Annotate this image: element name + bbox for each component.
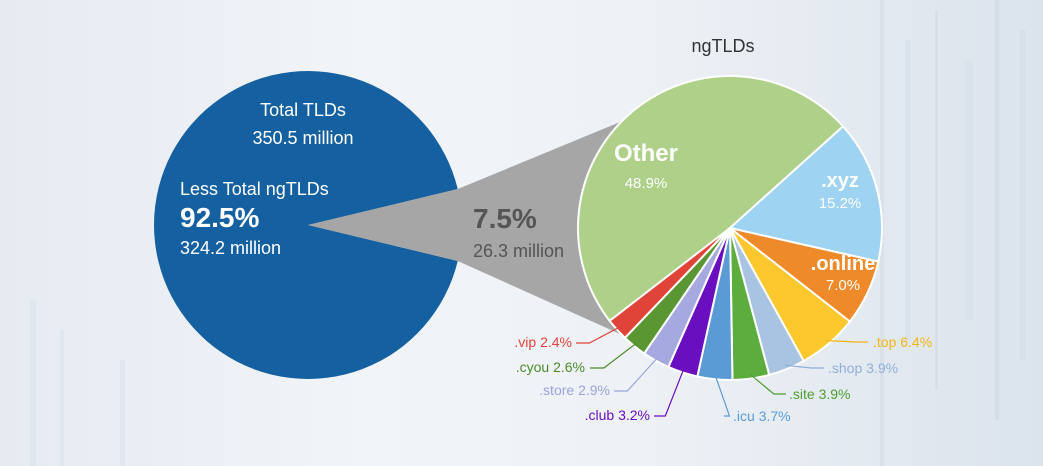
slice-ngtlds xyxy=(308,189,462,261)
total-tlds-label: Total TLDs xyxy=(260,100,346,120)
leader-line-store xyxy=(614,356,659,392)
ext-label-cyou: .cyou 2.6% xyxy=(516,359,585,375)
ext-label-club: .club 3.2% xyxy=(585,407,650,423)
slice-pct-xyz: 15.2% xyxy=(819,195,862,212)
leader-line-icu xyxy=(714,375,731,417)
ext-label-store: .store 2.9% xyxy=(539,382,610,398)
ngtlds-share-percent: 7.5% xyxy=(473,203,537,234)
ext-label-shop: .shop 3.9% xyxy=(828,360,898,376)
ext-label-vip: .vip 2.4% xyxy=(514,334,572,350)
slice-less-total-ngtlds xyxy=(153,71,458,379)
slice-xyz xyxy=(727,124,883,263)
leader-line-club xyxy=(654,368,685,417)
leader-line-vip xyxy=(576,326,621,344)
slice-pct-online: 7.0% xyxy=(826,277,860,294)
slice-label-online: .online xyxy=(811,253,875,275)
ext-label-top: .top 6.4% xyxy=(873,334,932,350)
slice-pct-other: 48.9% xyxy=(625,175,668,192)
ngtlds-share-value: 26.3 million xyxy=(473,241,564,261)
slice-other xyxy=(576,75,845,323)
less-ngtlds-percent: 92.5% xyxy=(180,202,259,233)
ngtld-connector-wedge xyxy=(308,122,620,334)
less-ngtlds-label: Less Total ngTLDs xyxy=(180,179,329,199)
total-tlds-value: 350.5 million xyxy=(252,128,353,148)
leader-line-top xyxy=(826,339,868,343)
leader-line-shop xyxy=(785,364,824,369)
leader-lines xyxy=(576,326,868,417)
ext-label-icu: .icu 3.7% xyxy=(733,408,791,424)
total-tlds-pie xyxy=(153,71,462,379)
ngtlds-pie xyxy=(576,75,883,381)
ext-label-site: .site 3.9% xyxy=(789,386,851,402)
leader-line-cyou xyxy=(590,342,638,369)
leader-line-site xyxy=(750,374,786,395)
slice-label-xyz: .xyz xyxy=(821,170,859,192)
ngtlds-pie-title: ngTLDs xyxy=(691,36,754,56)
slice-vip xyxy=(608,227,731,340)
less-ngtlds-value: 324.2 million xyxy=(180,238,281,258)
slice-label-other: Other xyxy=(614,140,678,167)
